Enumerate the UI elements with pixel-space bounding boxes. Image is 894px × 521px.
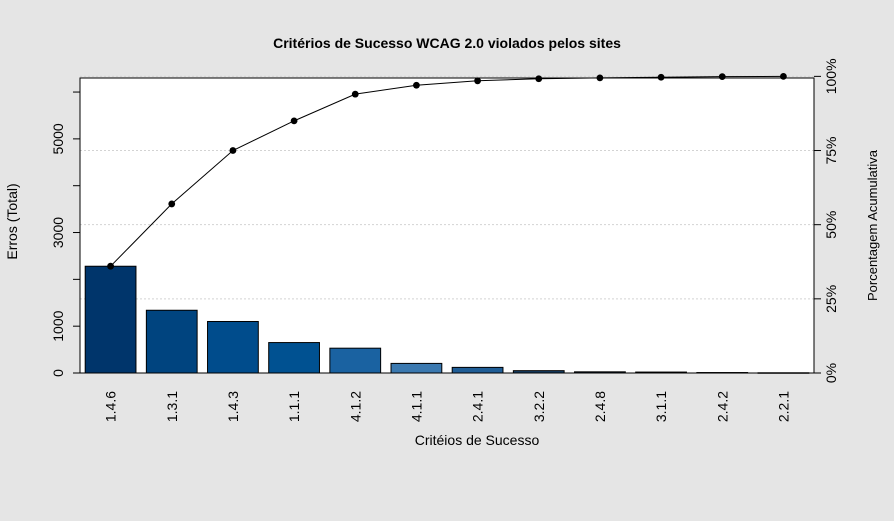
x-tick-label: 2.2.1 (775, 391, 791, 422)
cumulative-point-1.3.1 (168, 200, 176, 208)
y2-tick-label: 100% (823, 58, 839, 94)
y-axis-label: Erros (Total) (4, 183, 20, 259)
cumulative-point-2.4.2 (718, 73, 726, 81)
y2-tick-label: 0% (823, 363, 839, 383)
chart-title: Critérios de Sucesso WCAG 2.0 violados p… (273, 35, 621, 51)
y2-tick-label: 25% (823, 285, 839, 313)
y2-tick-label: 50% (823, 211, 839, 239)
x-tick-label: 3.2.2 (531, 391, 547, 422)
cumulative-point-3.1.1 (657, 73, 665, 81)
x-tick-label: 2.4.8 (592, 391, 608, 422)
y-tick-label: 0 (50, 369, 66, 377)
x-tick-label: 1.1.1 (286, 391, 302, 422)
y2-tick-label: 75% (823, 137, 839, 165)
cumulative-point-1.4.6 (107, 262, 114, 270)
x-tick-label: 2.4.2 (714, 391, 730, 422)
x-axis-label: Critéios de Sucesso (415, 432, 540, 448)
plot-frame (79, 77, 815, 374)
x-tick-label: 1.4.3 (225, 391, 241, 422)
cumulative-point-2.2.1 (780, 72, 787, 80)
y-tick-label: 1000 (50, 310, 66, 341)
cumulative-point-2.4.1 (474, 77, 481, 85)
bar-2.4.1 (451, 366, 504, 374)
bar-4.1.1 (390, 362, 443, 374)
cumulative-polyline (110, 75, 784, 267)
plot-area (80, 78, 814, 373)
bar-4.1.2 (329, 347, 382, 374)
y-axis-right: 0% 25% 50% 75% 100% (814, 58, 839, 383)
bar-1.3.1 (145, 309, 198, 374)
x-tick-label: 1.3.1 (164, 391, 180, 422)
y2-axis-label: Porcentagem Acumulativa (865, 149, 880, 301)
cumulative-point-3.2.2 (535, 75, 543, 83)
y-axis-left: 0 1000 3000 5000 (50, 91, 80, 377)
x-tick-label: 1.4.6 (103, 391, 119, 422)
x-tick-label: 3.1.1 (653, 391, 669, 422)
x-tick-label: 2.4.1 (470, 391, 486, 422)
cumulative-line (107, 72, 787, 270)
y-tick-label: 5000 (50, 123, 66, 154)
cumulative-point-4.1.1 (413, 81, 420, 89)
bar-1.1.1 (268, 342, 320, 374)
cumulative-point-4.1.2 (351, 90, 359, 98)
cumulative-point-1.4.3 (229, 147, 237, 154)
x-tick-label: 4.1.2 (347, 391, 363, 422)
cumulative-point-1.1.1 (290, 117, 298, 125)
bars (84, 265, 810, 374)
x-tick-label: 4.1.1 (408, 391, 424, 422)
x-axis: 1.4.6 1.3.1 1.4.3 1.1.1 4.1.2 4.1.1 2.4.1 3.2.2… (103, 391, 792, 422)
bar-1.4.6 (84, 265, 137, 374)
y-tick-label: 3000 (50, 217, 66, 248)
bar-1.4.3 (207, 320, 259, 374)
